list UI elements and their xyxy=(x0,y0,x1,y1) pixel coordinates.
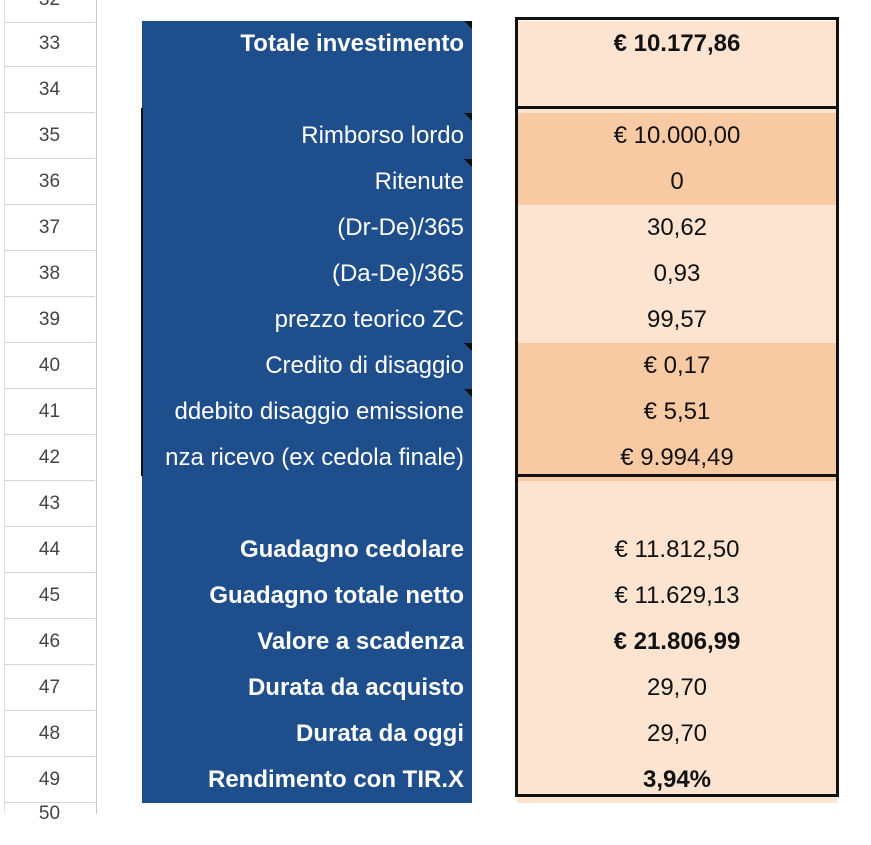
value-cell-37[interactable]: 30,62 xyxy=(517,205,837,251)
label-text: Rendimento con TIR.X xyxy=(207,766,464,793)
label-text: (Da-De)/365 xyxy=(331,260,464,287)
label-block-border xyxy=(141,108,143,476)
value-cell-49[interactable]: 3,94% xyxy=(517,757,837,803)
row-header-32[interactable]: 32 xyxy=(4,0,95,23)
label-text: Ritenute xyxy=(374,168,464,195)
row-header-44[interactable]: 44 xyxy=(4,527,95,573)
row-header-41[interactable]: 41 xyxy=(4,389,95,435)
label-cell-36[interactable]: Ritenute xyxy=(142,159,472,205)
label-text: nza ricevo (ex cedola finale) xyxy=(165,444,464,471)
label-cell-49[interactable]: Rendimento con TIR.X xyxy=(142,757,472,803)
comment-indicator-icon[interactable] xyxy=(464,113,472,121)
row-header-column xyxy=(4,0,97,814)
row-header-47[interactable]: 47 xyxy=(4,665,95,711)
value-cell-40[interactable]: € 0,17 xyxy=(517,343,837,389)
comment-indicator-icon[interactable] xyxy=(464,21,472,29)
value-cell-33[interactable]: € 10.177,86 xyxy=(517,21,837,67)
row-header-45[interactable]: 45 xyxy=(4,573,95,619)
label-cell-40[interactable]: Credito di disaggio xyxy=(142,343,472,389)
label-cell-43[interactable] xyxy=(142,481,472,527)
label-cell-48[interactable]: Durata da oggi xyxy=(142,711,472,757)
label-cell-34[interactable] xyxy=(142,67,472,113)
value-cell-46[interactable]: € 21.806,99 xyxy=(517,619,837,665)
label-cell-45[interactable]: Guadagno totale netto xyxy=(142,573,472,619)
row-header-37[interactable]: 37 xyxy=(4,205,95,251)
label-text: Rimborso lordo xyxy=(301,122,464,149)
row-header-33[interactable]: 33 xyxy=(4,21,95,67)
row-header-38[interactable]: 38 xyxy=(4,251,95,297)
value-cell-35[interactable]: € 10.000,00 xyxy=(517,113,837,159)
value-cell-36[interactable]: 0 xyxy=(517,159,837,205)
label-cell-47[interactable]: Durata da acquisto xyxy=(142,665,472,711)
label-cell-38[interactable]: (Da-De)/365 xyxy=(142,251,472,297)
label-text: prezzo teorico ZC xyxy=(274,306,464,333)
label-text: (Dr-De)/365 xyxy=(337,214,464,241)
value-cell-39[interactable]: 99,57 xyxy=(517,297,837,343)
row-header-34[interactable]: 34 xyxy=(4,67,95,113)
row-header-50[interactable]: 50 xyxy=(38,803,61,824)
comment-indicator-icon[interactable] xyxy=(464,159,472,167)
value-cell-47[interactable]: 29,70 xyxy=(517,665,837,711)
label-text: Durata da acquisto xyxy=(247,674,464,701)
row-header-36[interactable]: 36 xyxy=(4,159,95,205)
label-text: Credito di disaggio xyxy=(265,352,464,379)
label-cell-42[interactable]: nza ricevo (ex cedola finale) xyxy=(142,435,472,481)
value-cell-43[interactable] xyxy=(517,481,837,527)
label-text: Durata da oggi xyxy=(295,720,464,747)
value-cell-34[interactable] xyxy=(517,67,837,113)
row-header-49[interactable]: 49 xyxy=(4,757,95,803)
value-cell-42[interactable]: € 9.994,49 xyxy=(517,435,837,481)
value-cell-38[interactable]: 0,93 xyxy=(517,251,837,297)
label-text: Guadagno cedolare xyxy=(239,536,464,563)
row-header-35[interactable]: 35 xyxy=(4,113,95,159)
label-text: Totale investimento xyxy=(240,30,464,57)
row-header-48[interactable]: 48 xyxy=(4,711,95,757)
label-cell-37[interactable]: (Dr-De)/365 xyxy=(142,205,472,251)
row-header-40[interactable]: 40 xyxy=(4,343,95,389)
label-cell-33[interactable]: Totale investimento xyxy=(142,21,472,67)
label-text: ddebito disaggio emissione xyxy=(174,398,464,425)
label-text: Valore a scadenza xyxy=(257,628,464,655)
label-cell-44[interactable]: Guadagno cedolare xyxy=(142,527,472,573)
value-cell-44[interactable]: € 11.812,50 xyxy=(517,527,837,573)
row-header-43[interactable]: 43 xyxy=(4,481,95,527)
value-cell-41[interactable]: € 5,51 xyxy=(517,389,837,435)
label-cell-35[interactable]: Rimborso lordo xyxy=(142,113,472,159)
value-cell-45[interactable]: € 11.629,13 xyxy=(517,573,837,619)
row-header-39[interactable]: 39 xyxy=(4,297,95,343)
label-cell-39[interactable]: prezzo teorico ZC xyxy=(142,297,472,343)
label-text: Guadagno totale netto xyxy=(209,582,464,609)
comment-indicator-icon[interactable] xyxy=(464,343,472,351)
row-header-46[interactable]: 46 xyxy=(4,619,95,665)
row-header-42[interactable]: 42 xyxy=(4,435,95,481)
label-cell-46[interactable]: Valore a scadenza xyxy=(142,619,472,665)
comment-indicator-icon[interactable] xyxy=(464,389,472,397)
value-cell-48[interactable]: 29,70 xyxy=(517,711,837,757)
label-cell-41[interactable]: ddebito disaggio emissione xyxy=(142,389,472,435)
